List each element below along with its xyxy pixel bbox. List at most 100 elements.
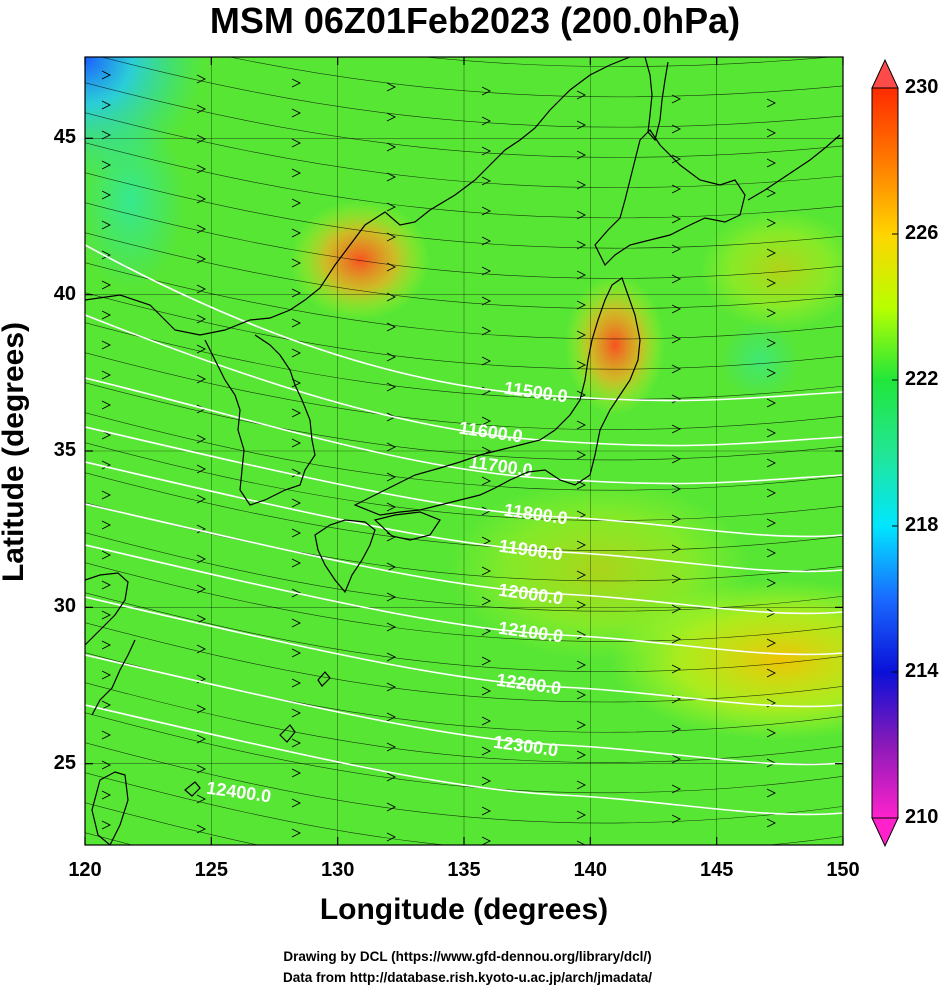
wind-arrow: [671, 664, 682, 674]
wind-arrow: [101, 190, 112, 200]
wind-arrow: [196, 794, 207, 804]
wind-arrow: [481, 266, 492, 276]
colorbar-tick-label: 210: [905, 806, 939, 828]
wind-arrow: [481, 536, 492, 546]
wind-arrow: [101, 550, 112, 560]
wind-arrow: [766, 458, 777, 468]
streamline: [85, 232, 843, 309]
coast-taiwan: [91, 771, 129, 845]
wind-arrow: [101, 280, 112, 290]
wind-arrow: [386, 652, 397, 662]
wind-arrow: [101, 490, 112, 500]
coast-japan-shikoku: [373, 511, 441, 541]
x-tick-label: 130: [320, 859, 355, 881]
wind-arrow: [386, 742, 397, 752]
streamline: [85, 172, 843, 249]
wind-arrow: [576, 690, 587, 700]
wind-arrow: [291, 798, 302, 808]
credit-data: Data from http://database.rish.kyoto-u.a…: [282, 970, 653, 985]
wind-arrow: [101, 400, 112, 410]
wind-arrow: [672, 844, 674, 845]
wind-arrow: [766, 98, 777, 108]
streamline: [85, 712, 843, 794]
cold-patch-corner: [85, 57, 205, 177]
wind-arrow: [196, 164, 207, 174]
wind-arrow: [291, 648, 302, 658]
coast-kuril: [747, 134, 841, 201]
wind-arrow: [196, 224, 207, 234]
chart-title: MSM 06Z01Feb2023 (200.0hPa): [209, 0, 741, 41]
y-tick-label: 40: [53, 282, 76, 305]
wind-arrow: [291, 318, 302, 328]
streamline: [100, 57, 843, 128]
wind-arrow: [576, 210, 587, 220]
x-axis-label: Longitude (degrees): [319, 893, 609, 926]
contour-line-11700: [85, 377, 843, 485]
wind-arrow: [291, 528, 302, 538]
warm-patch-korea: [290, 200, 430, 320]
wind-arrow: [671, 94, 682, 104]
colorbar-strip: [871, 87, 899, 819]
colorbar-tick-marks: [892, 87, 898, 819]
streamline: [85, 802, 260, 845]
wind-arrow: [196, 284, 207, 294]
wind-arrow: [291, 198, 302, 208]
wind-arrow: [386, 682, 397, 692]
wind-arrow: [481, 296, 492, 306]
wind-arrow: [386, 592, 397, 602]
streamline: [85, 772, 843, 845]
wind-arrow: [481, 326, 492, 336]
x-tick-label: 135: [447, 859, 481, 881]
wind-arrow: [101, 580, 112, 590]
wind-arrow: [766, 368, 777, 378]
wind-arrow: [196, 74, 207, 84]
wind-arrow: [481, 746, 492, 756]
wind-arrow: [671, 124, 682, 134]
wind-arrow: [196, 614, 207, 624]
wind-arrow: [576, 750, 587, 760]
y-tick-label: 35: [53, 439, 76, 461]
wind-arrow: [766, 398, 777, 408]
coast-japan-kyushu: [314, 519, 376, 594]
wind-arrow: [576, 630, 587, 640]
wind-arrow: [576, 840, 587, 845]
wind-arrow: [671, 424, 682, 434]
wind-arrow: [196, 554, 207, 564]
wind-arrow: [481, 236, 492, 246]
wind-arrow: [196, 644, 207, 654]
coast-japan-hokkaido: [594, 129, 746, 267]
wind-arrow: [386, 262, 397, 272]
wind-arrow: [671, 274, 682, 284]
axis-tick-marks: [84, 57, 844, 845]
wind-arrow: [671, 304, 682, 314]
colorbar-min-arrow: [871, 817, 899, 848]
wind-arrow: [386, 202, 397, 212]
wind-arrow: [101, 370, 112, 380]
wind-arrow: [671, 544, 682, 554]
wind-arrow: [671, 184, 682, 194]
wind-arrow: [481, 686, 492, 696]
wind-arrow: [766, 638, 777, 648]
streamline: [85, 622, 843, 703]
wind-arrow: [766, 308, 777, 318]
wind-arrow: [576, 330, 587, 340]
wind-arrow: [196, 314, 207, 324]
wind-arrow: [766, 278, 777, 288]
wind-arrow: [386, 622, 397, 632]
streamline: [85, 592, 843, 673]
coastlines: [85, 57, 841, 845]
wind-arrow: [386, 322, 397, 332]
wind-arrow: [291, 738, 302, 748]
coast-okinawa: [184, 671, 331, 797]
wind-arrow: [481, 716, 492, 726]
wind-arrow: [671, 574, 682, 584]
wind-arrow: [671, 364, 682, 374]
wind-arrow: [576, 150, 587, 160]
wind-arrow: [671, 244, 682, 254]
wind-arrow: [576, 360, 587, 370]
streamline: [85, 262, 843, 340]
wind-arrow: [671, 604, 682, 614]
wind-arrow: [101, 700, 112, 710]
wind-arrow: [481, 146, 492, 156]
wind-arrow: [766, 158, 777, 168]
